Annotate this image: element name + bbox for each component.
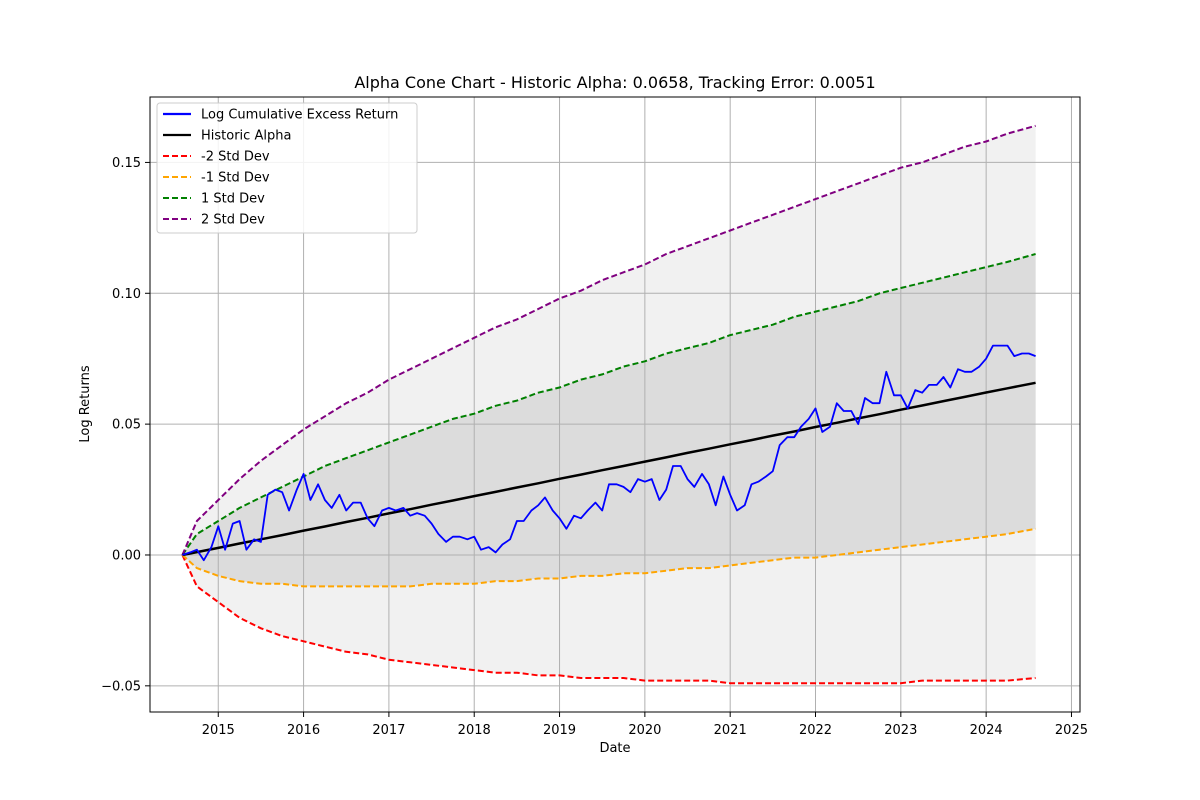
x-tick-label: 2024 (970, 723, 1003, 738)
x-tick-label: 2020 (628, 723, 661, 738)
series-line-1-std-dev (181, 527, 1036, 588)
x-tick-label: 2025 (1055, 723, 1088, 738)
legend: Log Cumulative Excess Return Historic Alp… (156, 102, 418, 234)
x-tick-label: 2022 (799, 723, 832, 738)
series-lines (181, 124, 1036, 685)
x-tick-label: 2023 (884, 723, 917, 738)
legend-label: Log Cumulative Excess Return (201, 108, 398, 123)
x-tick-label: 2017 (372, 723, 405, 738)
legend-label: Historic Alpha (201, 129, 291, 144)
series-line-2-std-dev (181, 554, 1036, 685)
legend-label: -2 Std Dev (201, 150, 270, 165)
y-tick-label: −0.05 (101, 679, 141, 694)
y-tick-label: 0.05 (112, 418, 141, 433)
legend-box (156, 102, 418, 234)
y-axis-ticks: −0.05 0.00 0.05 0.10 0.15 (101, 156, 150, 694)
series-line-log-cumulative-excess-return (182, 344, 1036, 562)
series-line-historic-alpha (182, 381, 1036, 557)
y-tick-label: 0.10 (112, 287, 141, 302)
cone-band-2 (182, 254, 1036, 587)
x-axis-ticks: 2015 2016 2017 2018 2019 2020 2021 2022 2023 2024… (202, 712, 1088, 738)
chart-title: Alpha Cone Chart - Historic Alpha: 0.065… (354, 73, 875, 92)
x-tick-label: 2018 (458, 723, 491, 738)
series-line-1-std-dev (181, 253, 1036, 556)
x-tick-label: 2015 (202, 723, 235, 738)
plot-frame (149, 96, 1081, 713)
series-line-2-std-dev (181, 124, 1036, 556)
cone-bands (182, 125, 1036, 684)
x-tick-label: 2016 (287, 723, 320, 738)
x-tick-label: 2021 (714, 723, 747, 738)
y-tick-label: 0.15 (112, 156, 141, 171)
y-tick-label: 0.00 (112, 548, 141, 563)
x-axis-title: Date (599, 741, 630, 756)
legend-label: 2 Std Dev (201, 213, 265, 228)
x-tick-label: 2019 (543, 723, 576, 738)
legend-label: 1 Std Dev (201, 192, 265, 207)
legend-label: -1 Std Dev (201, 171, 270, 186)
y-axis-title: Log Returns (78, 365, 93, 442)
